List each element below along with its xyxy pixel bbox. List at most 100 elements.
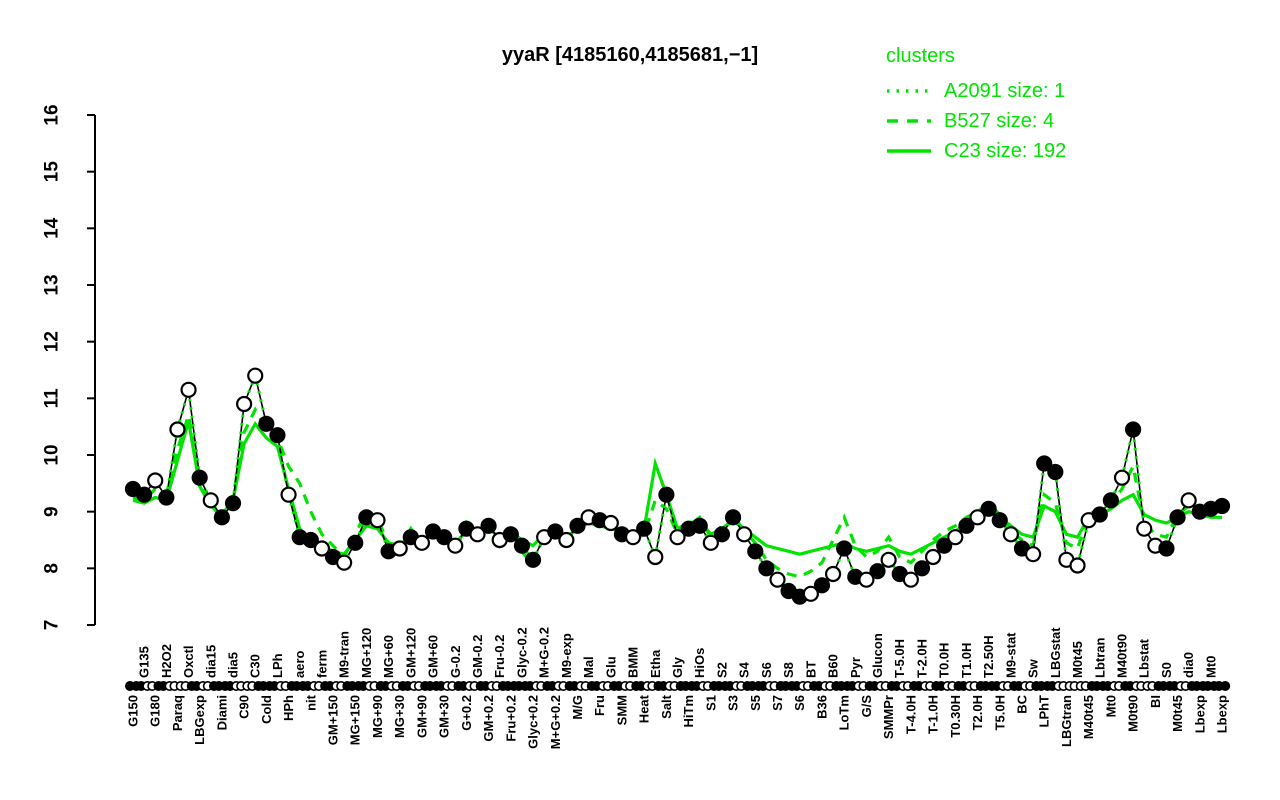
gene-point [302, 531, 319, 549]
condition-label: nit [303, 694, 318, 711]
gene-point [224, 495, 242, 512]
gene-point [447, 537, 464, 554]
gene-point [347, 534, 364, 551]
condition-label: Etha [648, 649, 663, 678]
gene-point [147, 472, 164, 489]
gene-point [269, 427, 286, 444]
condition-label: C30 [248, 654, 263, 678]
solid-line-icon [887, 149, 931, 153]
condition-label: S0 [1159, 662, 1174, 678]
condition-label: Oxctl [181, 645, 196, 678]
condition-label: Fru+0.2 [503, 695, 518, 742]
condition-label: G/S [859, 695, 874, 718]
gene-point [558, 531, 575, 549]
condition-label: Fru [592, 695, 607, 716]
gene-point [813, 577, 831, 594]
condition-label: C90 [237, 695, 252, 719]
gene-point [913, 560, 931, 577]
condition-label: Mt0 [1203, 656, 1218, 678]
condition-label: Paraq [170, 695, 185, 731]
condition-label: dia0 [1181, 652, 1196, 678]
gene-point [624, 529, 642, 546]
gene-point [547, 523, 564, 540]
page-title: yyaR [4185160,4185681,−1] [501, 44, 759, 66]
y-tick-label: 14 [42, 217, 63, 239]
condition-label: M0t90 [1126, 695, 1141, 732]
condition-label: G+0.2 [459, 695, 474, 731]
y-tick-label: 16 [42, 104, 63, 125]
gene-point [724, 509, 742, 526]
y-tick-label: 8 [42, 563, 63, 574]
condition-label: GM+120 [403, 628, 418, 678]
gene-point [213, 509, 230, 526]
condition-label: G150 [126, 695, 141, 727]
condition-label: G180 [148, 695, 163, 727]
condition-label: GM+0.2 [481, 695, 496, 742]
condition-label: S7 [770, 695, 785, 711]
y-axis: 7 8 9 10 11 12 13 14 15 16 [42, 104, 96, 630]
condition-label: T-1.0H [926, 695, 941, 734]
condition-label: T5.0H [992, 695, 1007, 730]
condition-label: Glu [603, 656, 618, 678]
condition-label: LPhT [1037, 695, 1052, 728]
condition-label: LBGstat [1048, 627, 1063, 678]
gene-point [858, 571, 875, 588]
condition-label: S6 [759, 662, 774, 678]
gene-point [824, 565, 842, 583]
condition-label: MG+120 [359, 628, 374, 678]
condition-label: Glucon [870, 633, 885, 678]
legend-entry-b527: B527 size: 4 [886, 106, 1066, 136]
gene-point [569, 517, 586, 534]
condition-label: Lbtran [1092, 638, 1107, 679]
y-tick-label: 15 [42, 161, 63, 183]
gene-point [313, 540, 331, 557]
gene-point [980, 500, 997, 517]
condition-label: S5 [748, 695, 763, 711]
condition-label: Lbstat [1137, 638, 1152, 678]
condition-label: G135 [137, 646, 152, 678]
y-tick-label: 13 [42, 274, 63, 295]
gene-point [880, 551, 897, 568]
condition-label: MG+30 [392, 695, 407, 738]
condition-label: M40t45 [1081, 695, 1096, 739]
condition-label: S6 [792, 695, 807, 711]
gene-point [602, 514, 619, 532]
condition-label: HiTm [681, 695, 696, 728]
condition-label: Glyc+0.2 [526, 695, 541, 749]
condition-label: LBGtran [1059, 695, 1074, 747]
gene-point [413, 534, 431, 551]
condition-label: GM+150 [326, 695, 341, 745]
gene-point [636, 520, 653, 537]
condition-label: G-0.2 [448, 645, 463, 678]
condition-label: MG+90 [370, 695, 385, 738]
condition-label: Cold [259, 695, 274, 724]
gene-point [936, 537, 953, 554]
condition-label: B60 [826, 654, 841, 678]
gene-point [658, 486, 675, 503]
gene-point [991, 512, 1008, 529]
y-tick-label: 12 [42, 331, 63, 352]
condition-label: LoTm [837, 695, 852, 730]
gene-point [669, 529, 686, 546]
gene-point [1158, 540, 1175, 557]
condition-label: Pyr [848, 657, 863, 678]
condition-label: GM+30 [437, 695, 452, 738]
gene-point [1125, 421, 1142, 438]
gene-point [969, 509, 986, 526]
condition-label: Heat [637, 694, 652, 723]
gene-point [736, 526, 753, 543]
gene-point [1002, 526, 1019, 543]
gene-point [202, 492, 219, 509]
gene-point [802, 585, 819, 602]
gene-point [280, 486, 297, 503]
condition-label: M40t90 [1114, 634, 1129, 678]
gene-point [169, 421, 186, 438]
condition-label: M+G+0.2 [548, 695, 563, 749]
dotted-line-icon [887, 89, 931, 93]
condition-label: HiOs [692, 648, 707, 678]
dashed-line-icon [887, 119, 931, 123]
condition-label: S2 [714, 662, 729, 678]
gene-point [758, 560, 775, 577]
